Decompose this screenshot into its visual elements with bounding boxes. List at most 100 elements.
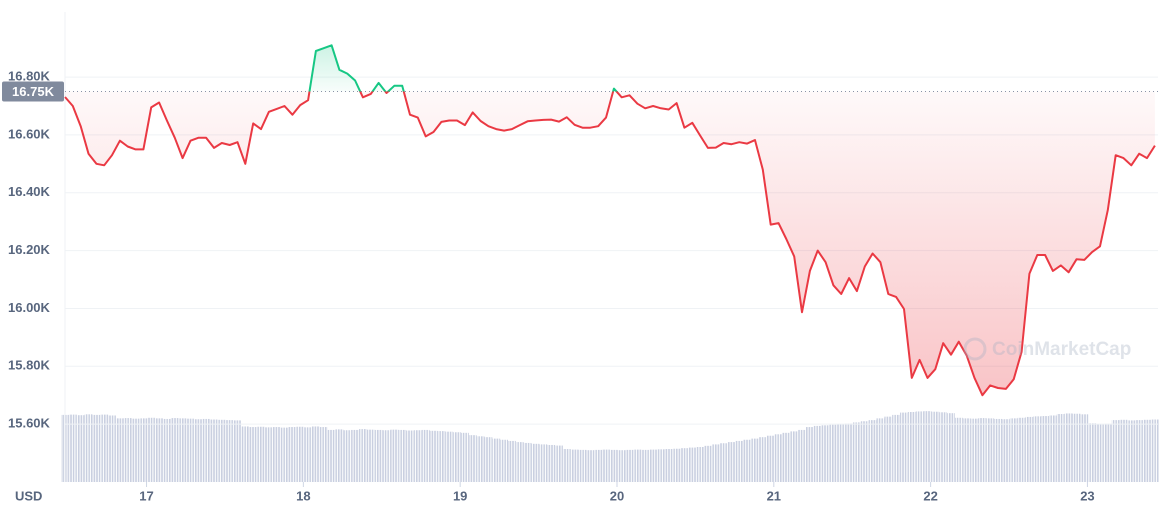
- volume-bar: [743, 439, 752, 482]
- volume-bar: [131, 418, 140, 482]
- volume-bar: [986, 418, 995, 482]
- volume-bar: [555, 445, 563, 482]
- volume-bar: [735, 440, 744, 482]
- mark-layer: [64, 44, 1158, 397]
- baseline-badge: [2, 81, 64, 102]
- volume-bar: [1150, 419, 1159, 482]
- volume-bar: [374, 429, 383, 482]
- volume-bar: [484, 437, 493, 482]
- y-tick-label: 15.60K: [8, 416, 51, 431]
- volume-bar: [923, 411, 932, 482]
- volume-bar: [876, 418, 885, 482]
- volume-bar: [241, 426, 250, 482]
- y-tick-label: 15.80K: [8, 358, 51, 373]
- volume-bar: [163, 418, 171, 482]
- volume-bar: [1111, 420, 1120, 482]
- volume-bar: [539, 444, 548, 482]
- volume-bar: [288, 427, 297, 482]
- volume-bar: [139, 418, 148, 482]
- volume-bar: [531, 443, 540, 482]
- volume-bar: [406, 430, 414, 482]
- volume-bar: [1009, 418, 1018, 482]
- volume-bar: [821, 425, 830, 482]
- volume-bar: [233, 420, 242, 482]
- watermark-text: CoinMarketCap: [992, 339, 1131, 360]
- volume-bar: [947, 413, 955, 482]
- volume-bar: [311, 426, 320, 482]
- volume-bar: [609, 449, 618, 482]
- volume-bar: [1080, 414, 1089, 482]
- volume-bar: [327, 429, 336, 482]
- volume-bar: [758, 437, 767, 482]
- volume-bar: [688, 447, 697, 482]
- volume-bar: [790, 431, 799, 482]
- volume-bar: [319, 427, 328, 482]
- volume-bar: [155, 418, 164, 482]
- volume-bar: [76, 415, 85, 482]
- volume-bar: [978, 418, 987, 482]
- volume-bar: [852, 422, 861, 482]
- volume-bar: [1001, 419, 1010, 482]
- volume-bar: [413, 430, 422, 482]
- volume-bar: [782, 432, 791, 482]
- volume-bar: [210, 419, 218, 482]
- volume-bar: [335, 429, 344, 482]
- volume-bar: [217, 419, 226, 482]
- volume-bar: [445, 431, 454, 482]
- volume-bar: [1072, 413, 1081, 482]
- watermark: CoinMarketCap: [963, 337, 1131, 361]
- volume-bar: [280, 427, 289, 482]
- volume-bar: [1041, 416, 1050, 482]
- volume-bar: [837, 424, 846, 482]
- volume-bar: [578, 449, 587, 482]
- volume-bar: [711, 444, 720, 482]
- volume-bar: [115, 418, 124, 482]
- volume-bar: [508, 440, 516, 482]
- volume-bar: [468, 435, 477, 482]
- volume-bar: [194, 419, 203, 482]
- x-tick-label: 22: [923, 488, 937, 503]
- y-tick-label: 16.00K: [8, 300, 51, 315]
- volume-bar: [1049, 415, 1057, 482]
- volume-bar: [1033, 416, 1042, 482]
- volume-bar: [304, 427, 312, 482]
- volume-bar: [570, 449, 579, 482]
- volume-bar: [805, 427, 814, 482]
- volume-bar: [1017, 417, 1026, 482]
- volume-bar: [84, 414, 93, 482]
- volume-bar: [625, 449, 634, 482]
- x-tick-label: 23: [1080, 488, 1094, 503]
- volume-bar: [366, 429, 375, 482]
- volume-bar: [264, 427, 273, 482]
- volume-bar: [359, 429, 367, 482]
- volume-bar: [719, 443, 728, 482]
- volume-bar: [500, 439, 509, 482]
- volume-bar: [437, 431, 446, 482]
- x-tick-label: 21: [767, 488, 781, 503]
- volume-bar: [1127, 420, 1136, 482]
- volume-bar: [1056, 414, 1065, 482]
- volume-bar: [696, 447, 705, 482]
- volume-bar: [962, 418, 971, 482]
- volume-bar: [798, 429, 806, 482]
- x-tick-label: 20: [610, 488, 624, 503]
- volume-bar: [633, 449, 642, 482]
- volume-bar: [766, 435, 775, 482]
- volume-bar: [108, 415, 116, 482]
- volume-bar: [100, 414, 109, 482]
- volume-bar: [68, 414, 77, 482]
- price-line: [64, 44, 1156, 397]
- volume-bar: [672, 448, 681, 482]
- volume-bar: [178, 418, 187, 482]
- volume-bar: [453, 432, 461, 482]
- volume-bar: [1088, 423, 1097, 482]
- volume-bar: [398, 429, 407, 482]
- volume-bar: [92, 414, 101, 482]
- volume-bar: [1096, 424, 1104, 482]
- volume-bar: [562, 449, 571, 482]
- volume-bar: [186, 418, 195, 482]
- volume-bar: [1025, 416, 1034, 482]
- volume-bar: [225, 420, 234, 482]
- volume-bar: [884, 416, 893, 482]
- volume-bar: [460, 432, 469, 482]
